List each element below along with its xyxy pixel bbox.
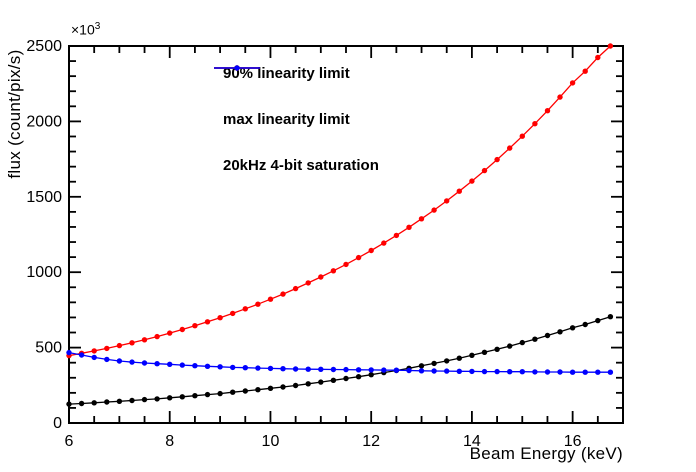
svg-text:2000: 2000 <box>26 113 62 130</box>
svg-text:1500: 1500 <box>26 189 62 206</box>
svg-text:6: 6 <box>65 433 74 450</box>
series-2-line <box>66 43 614 359</box>
legend-marker-blue-series-icon <box>214 65 260 71</box>
axis-ticks <box>68 45 623 424</box>
legend-entry: 20kHz 4-bit saturation <box>214 65 379 176</box>
axis-tick-labels: 6 8 10 12 14 16 0 500 1000 1500 2000 2500 <box>26 38 581 450</box>
svg-text:2500: 2500 <box>26 38 62 55</box>
legend-label: 20kHz 4-bit saturation <box>223 156 379 174</box>
series-1-line <box>66 314 614 407</box>
y-axis-multiplier: ×103 <box>71 21 100 38</box>
series-3-line <box>66 349 614 375</box>
legend: 90% linearity limit max linearity limit … <box>214 62 379 200</box>
legend-label: 90% linearity limit <box>223 64 350 82</box>
svg-text:0: 0 <box>53 415 62 432</box>
svg-text:16: 16 <box>564 433 582 450</box>
y-axis-multiplier-base: ×10 <box>71 21 95 38</box>
y-axis-multiplier-exponent: 3 <box>94 21 101 32</box>
svg-text:8: 8 <box>165 433 174 450</box>
svg-text:500: 500 <box>35 340 62 357</box>
legend-label: max linearity limit <box>223 110 350 128</box>
legend-entry: max linearity limit <box>214 65 379 130</box>
svg-text:12: 12 <box>362 433 380 450</box>
svg-text:10: 10 <box>262 433 280 450</box>
y-axis-title: flux (count/pix/s) <box>5 49 24 179</box>
svg-text:14: 14 <box>463 433 481 450</box>
svg-text:1000: 1000 <box>26 264 62 281</box>
x-axis-title: Beam Energy (keV) <box>469 444 623 463</box>
